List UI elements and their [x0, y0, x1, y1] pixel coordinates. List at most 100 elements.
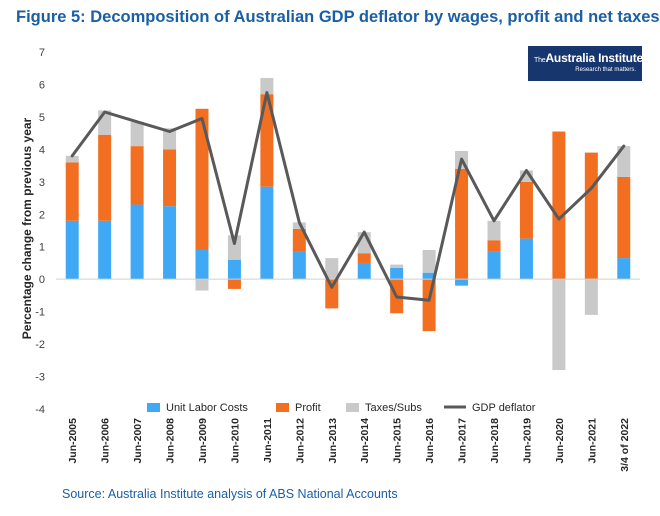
x-tick-label: Jun-2006 [100, 418, 112, 464]
bar-profit [227, 279, 241, 289]
bar-profit [584, 152, 598, 280]
bar-unit-labor-costs [65, 220, 79, 280]
bar-unit-labor-costs [519, 238, 533, 280]
legend-label-unit-labor-costs: Unit Labor Costs [166, 402, 248, 414]
gdp-deflator-point [460, 157, 463, 161]
logo-name: Australia Institute [545, 51, 644, 65]
bar-profit [455, 168, 469, 280]
gdp-deflator-point [590, 187, 593, 190]
y-tick-label: 1 [39, 242, 45, 254]
gdp-deflator-point [395, 295, 398, 299]
x-tick-label: Jun-2018 [489, 418, 501, 464]
logo-the: The [534, 57, 546, 64]
gdp-deflator-point [103, 110, 106, 114]
y-tick-label: 6 [39, 79, 45, 91]
bar-unit-labor-costs [617, 258, 631, 280]
gdp-deflator-point [135, 120, 139, 123]
gdp-deflator-point [622, 144, 625, 148]
bar-unit-labor-costs [195, 249, 209, 280]
bar-unit-labor-costs [227, 259, 241, 280]
y-tick-label: 7 [39, 47, 45, 59]
gdp-deflator-point [557, 217, 561, 221]
source-note: Source: Australia Institute analysis of … [62, 487, 398, 501]
x-tick-label: Jun-2021 [586, 418, 598, 464]
bar-unit-labor-costs [487, 251, 501, 280]
x-tick-label: Jun-2020 [554, 418, 566, 464]
bar-profit [98, 134, 112, 221]
gdp-deflator-point [330, 286, 333, 289]
x-tick-label: Jun-2016 [424, 418, 436, 464]
bar-taxes-subs [163, 128, 177, 150]
bar-unit-labor-costs [422, 272, 436, 280]
bar-profit [260, 94, 274, 187]
legend-label-taxes-subs: Taxes/Subs [365, 402, 422, 414]
x-tick-label: Jun-2014 [359, 418, 371, 464]
bar-profit [617, 176, 631, 259]
legend-swatch-taxes-subs [346, 403, 359, 412]
logo-tagline: Research that matters. [575, 67, 636, 73]
gdp-deflator-point [233, 242, 236, 245]
bar-profit [487, 240, 501, 252]
figure-title: Figure 5: Decomposition of Australian GD… [16, 8, 660, 26]
x-tick-label: Jun-2009 [197, 418, 209, 464]
bar-taxes-subs [487, 220, 501, 241]
australia-institute-logo: TheAustralia Institute Research that mat… [528, 46, 643, 81]
gdp-deflator-point [200, 117, 204, 120]
x-tick-label: Jun-2008 [165, 418, 177, 464]
gdp-deflator-point [168, 130, 171, 133]
bar-profit [519, 181, 533, 239]
bar-taxes-subs [130, 121, 144, 147]
bar-unit-labor-costs [260, 186, 274, 280]
gdp-deflator-point [298, 221, 301, 224]
x-tick-label: 3/4 of 2022 [619, 418, 631, 472]
bar-taxes-subs [260, 77, 274, 95]
bar-taxes-subs [617, 146, 631, 177]
legend-swatch-profit [276, 403, 289, 412]
gdp-deflator-line [70, 91, 626, 302]
x-tick-label: Jun-2015 [392, 418, 404, 464]
bar-unit-labor-costs [130, 204, 144, 280]
gdp-deflator-point [265, 91, 269, 94]
bar-taxes-subs [519, 170, 533, 182]
gdp-deflator-point [427, 299, 431, 302]
x-tick-label: Jun-2010 [229, 418, 241, 464]
gdp-deflator-point [71, 154, 74, 158]
y-tick-label: 3 [39, 177, 45, 189]
x-tick-label: Jun-2011 [262, 418, 274, 463]
x-tick-label: Jun-2012 [294, 418, 306, 464]
logo-brand: TheAustralia Institute [534, 51, 643, 65]
bar-profit [130, 146, 144, 205]
x-tick-label: Jun-2017 [457, 418, 469, 464]
legend-label-profit: Profit [295, 402, 321, 414]
bar-taxes-subs [390, 264, 404, 268]
x-tick-label: Jun-2019 [521, 418, 533, 464]
bar-taxes-subs [227, 235, 241, 260]
y-tick-label: -4 [35, 404, 45, 416]
bar-profit [325, 279, 339, 309]
gdp-deflator-point [363, 230, 366, 234]
bar-unit-labor-costs [98, 220, 112, 280]
bar-taxes-subs [195, 279, 209, 291]
bar-unit-labor-costs [292, 251, 306, 280]
legend-swatch-unit-labor-costs [147, 403, 160, 412]
y-tick-label: 4 [39, 144, 45, 156]
y-axis-title: Percentage change from previous year [20, 117, 34, 339]
bar-profit [292, 228, 306, 252]
y-tick-label: -2 [35, 339, 45, 351]
bar-unit-labor-costs [390, 267, 404, 280]
bar-unit-labor-costs [163, 206, 177, 280]
bar-taxes-subs [422, 249, 436, 273]
bar-taxes-subs [65, 155, 79, 163]
y-tick-label: -3 [35, 372, 45, 384]
bar-unit-labor-costs [357, 262, 371, 280]
x-tick-label: Jun-2005 [67, 418, 79, 464]
bar-taxes-subs [552, 279, 566, 371]
bar-profit [65, 162, 79, 221]
bar-profit [163, 149, 177, 207]
y-tick-label: 0 [39, 274, 45, 286]
y-tick-label: -1 [35, 307, 45, 319]
gdp-deflator-point [525, 169, 528, 172]
bar-profit [195, 108, 209, 250]
y-tick-label: 2 [39, 209, 45, 221]
